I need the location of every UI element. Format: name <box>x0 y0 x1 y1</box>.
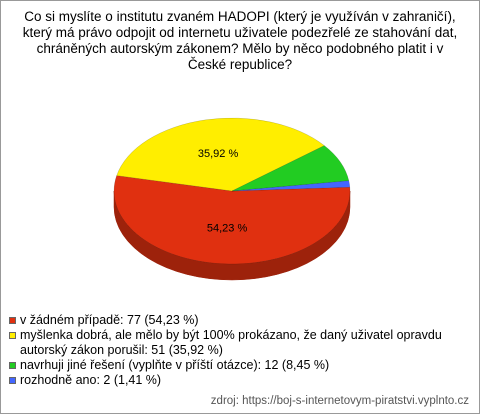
legend-swatch <box>9 362 16 369</box>
pie-slice <box>113 175 351 265</box>
legend-item: navrhuji jiné řešení (vyplňte v příští o… <box>9 358 471 373</box>
pie-slice <box>231 180 351 192</box>
legend-label: v žádném případě: 77 (54,23 %) <box>20 313 199 327</box>
legend-label: navrhuji jiné řešení (vyplňte v příští o… <box>20 358 330 372</box>
pie-slice <box>116 117 325 192</box>
legend-label: myšlenka dobrá, ale mělo by být 100% pro… <box>20 328 442 357</box>
data-label: 54,23 % <box>207 223 248 235</box>
legend-item: v žádném případě: 77 (54,23 %) <box>9 313 471 328</box>
legend-swatch <box>9 332 16 339</box>
legend: v žádném případě: 77 (54,23 %) myšlenka d… <box>9 313 471 388</box>
legend-swatch <box>9 317 16 324</box>
source: zdroj: https://boj-s-internetovym-pirats… <box>210 395 469 407</box>
legend-item: rozhodně ano: 2 (1,41 %) <box>9 373 471 388</box>
legend-label: rozhodně ano: 2 (1,41 %) <box>20 373 162 387</box>
data-label: 35,92 % <box>198 148 239 160</box>
legend-swatch <box>9 377 16 384</box>
pie-slice <box>231 145 350 192</box>
legend-item: myšlenka dobrá, ale mělo by být 100% pro… <box>9 328 471 358</box>
chart-title: Co si myslíte o institutu zvaném HADOPI … <box>22 9 458 72</box>
